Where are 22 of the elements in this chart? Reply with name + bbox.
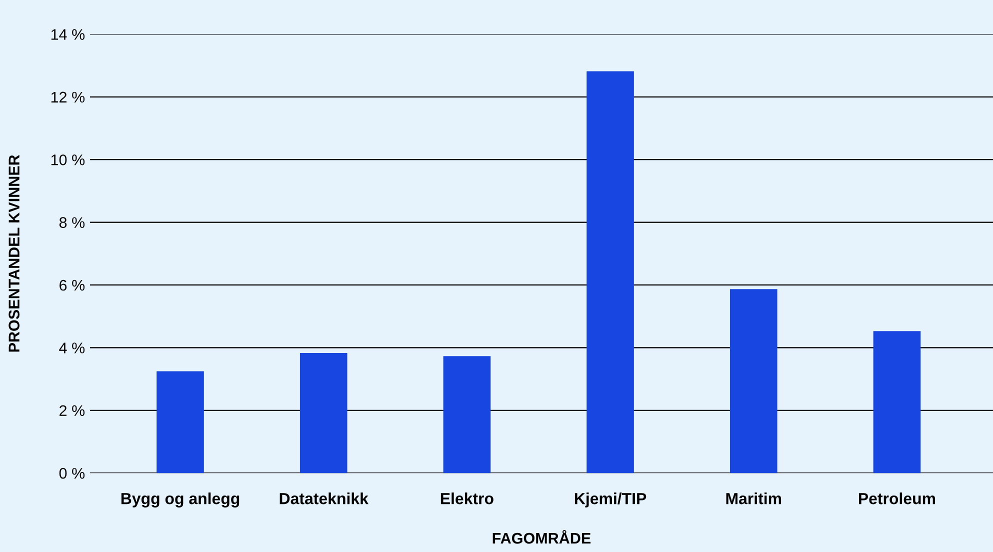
y-axis-title: PROSENTANDEL KVINNER: [8, 154, 20, 352]
x-tick-label: Bygg og anlegg: [121, 492, 240, 508]
y-tick-label: 0 %: [59, 468, 85, 479]
y-tick-label: 12 %: [51, 92, 85, 103]
x-tick-label: Datateknikk: [280, 492, 368, 504]
y-tick-label: 14 %: [51, 29, 85, 40]
x-tick-label: Maritim: [726, 492, 782, 504]
bar: [300, 353, 348, 474]
y-tick-label: 2 %: [60, 405, 85, 416]
x-axis-title: FAGOMRÅDE: [492, 530, 591, 544]
bar: [873, 331, 921, 474]
y-tick-label: 4 %: [59, 342, 85, 354]
y-tick-label: 6 %: [60, 280, 85, 291]
y-tick-label: 10 %: [51, 154, 85, 166]
bar: [156, 371, 204, 474]
x-tick-label: Petroleum: [858, 492, 936, 504]
x-tick-label: Kjemi/TIP: [574, 492, 646, 508]
bar: [586, 71, 634, 474]
bar: [730, 289, 778, 474]
bar: [443, 356, 491, 474]
y-tick-label: 8 %: [59, 217, 85, 228]
x-tick-label: Elektro: [440, 492, 494, 504]
